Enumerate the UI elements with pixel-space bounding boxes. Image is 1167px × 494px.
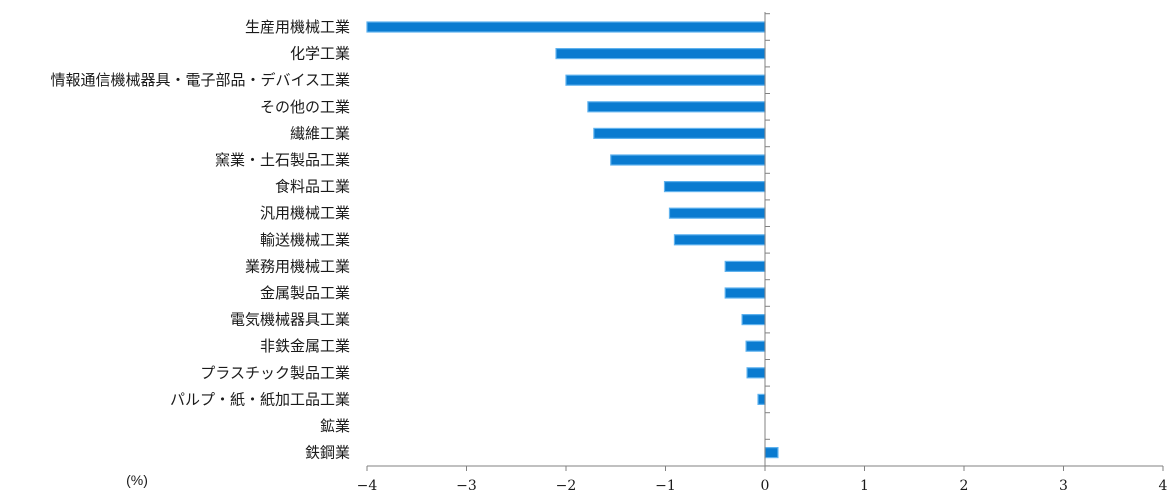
bar <box>366 21 766 33</box>
category-label: 生産用機械工業 <box>245 18 350 36</box>
x-tick-label: −3 <box>456 478 477 494</box>
category-label: 輸送機械工業 <box>260 231 350 249</box>
category-label: 金属製品工業 <box>260 284 350 302</box>
bars-group <box>366 21 779 459</box>
bar <box>757 393 766 405</box>
category-label: 食料品工業 <box>275 178 350 196</box>
bar <box>587 101 766 113</box>
x-tick-label: −4 <box>357 478 378 494</box>
category-label: パルプ・紙・紙加工品工業 <box>170 390 350 408</box>
category-label: 非鉄金属工業 <box>260 337 350 355</box>
bar <box>764 447 779 459</box>
bar <box>724 260 766 272</box>
unit-label: (%) <box>126 472 148 488</box>
x-tick-label: 2 <box>960 478 969 494</box>
category-label: 窯業・土石製品工業 <box>215 151 350 169</box>
bar <box>673 234 766 246</box>
x-tick-label: −1 <box>655 478 676 494</box>
category-label: 電気機械器具工業 <box>230 311 350 329</box>
x-tick-label: 1 <box>860 478 869 494</box>
x-tick-label: 0 <box>761 478 770 494</box>
category-label: 鉱業 <box>320 417 350 435</box>
bar <box>741 314 766 326</box>
x-tick-label: 3 <box>1059 478 1068 494</box>
bar <box>745 340 766 352</box>
category-labels: 生産用機械工業化学工業情報通信機械器具・電子部品・デバイス工業その他の工業繊維工… <box>50 18 350 462</box>
category-label: 情報通信機械器具・電子部品・デバイス工業 <box>50 71 350 89</box>
x-axis: −4 −3 −2 −1 0 1 2 3 4 <box>357 465 1167 494</box>
category-label: 汎用機械工業 <box>260 204 350 222</box>
bar <box>663 181 766 193</box>
category-label: プラスチック製品工業 <box>200 364 350 382</box>
bar <box>593 127 766 139</box>
category-label: 鉄鋼業 <box>305 444 350 462</box>
bar <box>746 367 766 379</box>
x-tick-label: −2 <box>556 478 577 494</box>
bar <box>724 287 766 299</box>
category-label: 繊維工業 <box>290 124 350 142</box>
y-axis <box>764 12 770 467</box>
bar <box>565 74 766 86</box>
bar <box>555 47 766 60</box>
bar <box>668 207 766 219</box>
category-label: 化学工業 <box>290 45 350 63</box>
bar <box>610 154 766 166</box>
x-tick-label: 4 <box>1159 478 1167 494</box>
category-label: その他の工業 <box>260 98 350 116</box>
category-label: 業務用機械工業 <box>245 257 350 275</box>
